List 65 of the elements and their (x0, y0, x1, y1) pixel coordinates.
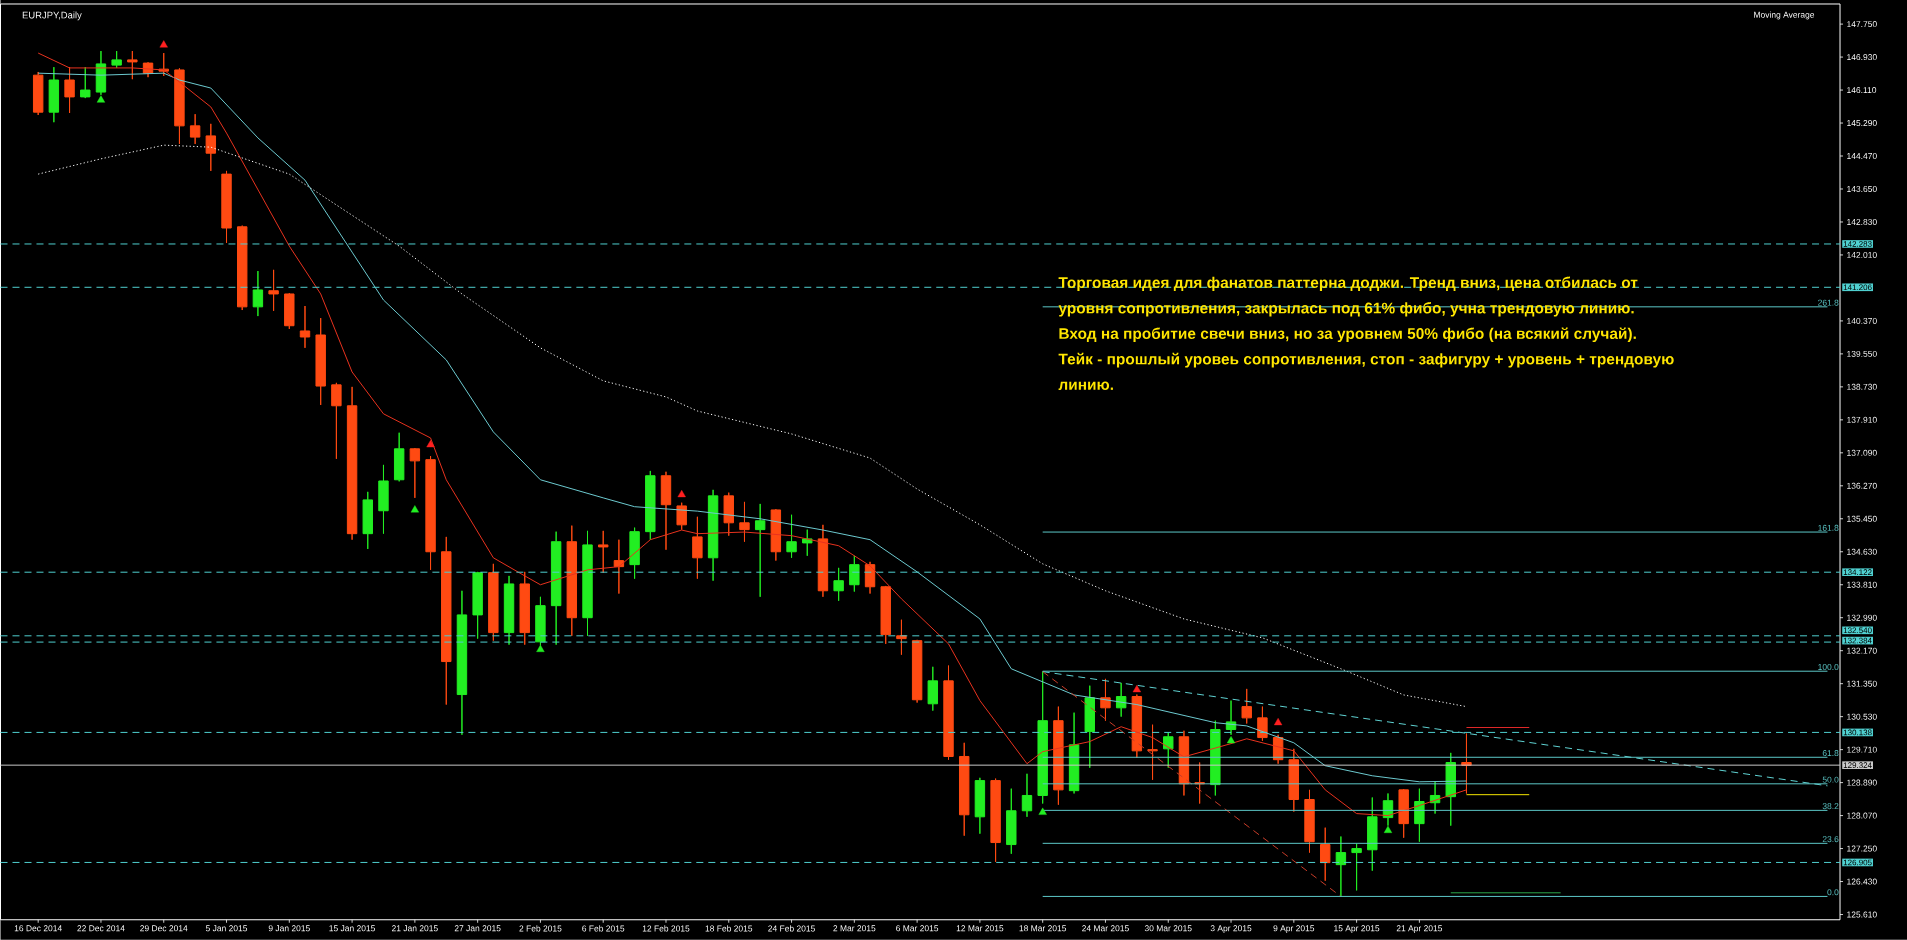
y-tick-label: 145.290 (1847, 120, 1877, 127)
x-tick-label: 21 Apr 2015 (1396, 925, 1443, 934)
x-tick-label: 3 Apr 2015 (1210, 925, 1252, 934)
x-tick-label: 2 Feb 2015 (519, 925, 562, 932)
x-tick-label: 18 Feb 2015 (705, 925, 753, 932)
y-tick-label: 142.830 (1847, 219, 1877, 226)
y-tick-label: 144.470 (1847, 153, 1877, 160)
y-tick-label: 137.910 (1847, 416, 1877, 423)
series-label: 261.8 (1818, 299, 1839, 306)
x-tick-label: 30 Mar 2015 (1144, 925, 1192, 932)
x-tick-label: 18 Mar 2015 (1019, 925, 1067, 932)
series-label: 161.8 (1818, 524, 1839, 531)
text: EURJPY,Daily (22, 11, 82, 21)
y-tick-label: 134.630 (1847, 548, 1877, 555)
series-label: 61.8 (1822, 750, 1839, 757)
series-label: 23.6 (1822, 836, 1839, 843)
y-tick-label: 132.990 (1847, 614, 1877, 621)
x-tick-label: 6 Mar 2015 (896, 925, 939, 932)
y-tick-label: 133.810 (1847, 581, 1877, 588)
y-tick-label: 125.610 (1847, 911, 1877, 918)
y-tick-label: 142.010 (1847, 252, 1877, 259)
x-tick-label: 24 Feb 2015 (768, 925, 815, 932)
series-label: 38.2 (1822, 803, 1839, 810)
annotation: Moving Average (1754, 11, 1815, 20)
y-tick-label: 138.730 (1847, 384, 1877, 390)
x-tick-label: 9 Apr 2015 (1273, 925, 1315, 934)
series-label: 50.0 (1822, 776, 1839, 783)
x-tick-label: 12 Mar 2015 (956, 925, 1004, 932)
y-tick-label: 135.450 (1847, 515, 1877, 522)
y-tick-label: 129.710 (1847, 746, 1877, 753)
y-tick-label: 127.250 (1847, 845, 1877, 852)
annotation: линию. (1058, 381, 1113, 391)
x-tick-label: 9 Jan 2015 (268, 925, 310, 932)
x-tick-label: 21 Jan 2015 (391, 925, 438, 932)
x-tick-label: 16 Dec 2014 (14, 925, 62, 932)
y-tick-label: 147.750 (1847, 21, 1877, 28)
y-tick-label: 132.170 (1847, 647, 1877, 654)
y-tick-label: 126.430 (1847, 878, 1877, 885)
x-tick-label: 24 Mar 2015 (1082, 925, 1129, 932)
x-tick-label: 27 Jan 2015 (454, 925, 501, 932)
x-tick-label: 22 Dec 2014 (77, 925, 125, 932)
x-tick-label: 15 Jan 2015 (329, 925, 376, 932)
y-tick-label: 146.110 (1847, 87, 1877, 94)
annotation: уровня сопротивления, закрылась под 61% фибо, учна трендовую линию. (1058, 302, 1634, 317)
y-tick-label: 139.550 (1847, 351, 1877, 357)
y-tick-label: 136.270 (1847, 482, 1877, 489)
x-tick-label: 29 Dec 2014 (140, 925, 188, 932)
y-tick-label: 143.650 (1847, 186, 1877, 193)
x-tick-label: 15 Apr 2015 (1334, 925, 1380, 934)
x-tick-label: 6 Feb 2015 (582, 925, 625, 932)
series-label: 0.0 (1827, 889, 1839, 896)
y-tick-label: 131.350 (1847, 680, 1877, 687)
y-tick-label: 146.930 (1847, 54, 1877, 61)
annotation: Тейк - прошлый уровеь сопротивления, стоп - зафигуру + уровень + трендовую (1058, 353, 1674, 368)
y-tick-label: 137.090 (1847, 449, 1877, 456)
x-tick-label: 2 Mar 2015 (833, 925, 876, 932)
annotation: Вход на пробитие свечи вниз, но за уровнем 50% фибо (на всякий случай). (1059, 327, 1636, 343)
y-tick-label: 128.890 (1847, 779, 1877, 786)
annotation: Торговая идея для фанатов паттерна доджи. Тренд вниз, цена отбилась от (1058, 276, 1638, 292)
y-tick-label: 140.370 (1847, 318, 1877, 325)
series-label: 100.0 (1818, 664, 1839, 671)
y-tick-label: 128.070 (1847, 812, 1877, 819)
x-tick-label: 5 Jan 2015 (205, 925, 248, 932)
y-tick-label: 130.530 (1847, 713, 1877, 720)
x-tick-label: 12 Feb 2015 (642, 925, 690, 932)
